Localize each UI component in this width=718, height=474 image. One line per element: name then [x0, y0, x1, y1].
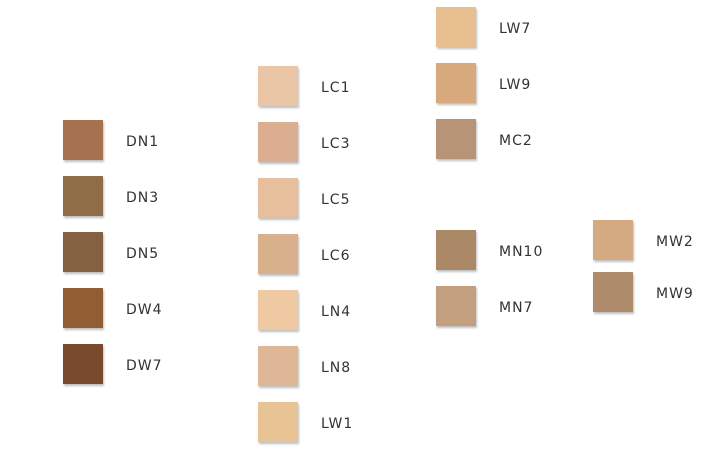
swatch: [258, 66, 298, 106]
swatch: [436, 230, 476, 270]
swatch: [63, 176, 103, 216]
swatch: [63, 344, 103, 384]
swatch: [436, 119, 476, 159]
swatch-label: DN5: [126, 246, 160, 262]
swatch-label: LN4: [321, 304, 352, 320]
swatch-label: MW2: [656, 234, 694, 250]
swatch-label: LC5: [321, 192, 351, 208]
swatch: [258, 178, 298, 218]
swatch-label: LW1: [321, 416, 354, 432]
swatch: [436, 7, 476, 47]
swatch: [258, 290, 298, 330]
swatch-label: DW4: [126, 302, 163, 318]
swatch: [258, 122, 298, 162]
swatch: [593, 272, 633, 312]
swatch: [63, 288, 103, 328]
swatch: [63, 120, 103, 160]
swatch-label: MW9: [656, 286, 694, 302]
swatch-label: DN1: [126, 134, 160, 150]
swatch: [63, 232, 103, 272]
swatch: [436, 286, 476, 326]
swatch-label: LC6: [321, 248, 351, 264]
swatch-label: LW7: [499, 21, 532, 37]
swatch: [593, 220, 633, 260]
swatch-label: MC2: [499, 133, 533, 149]
swatch-label: LC3: [321, 136, 351, 152]
swatch-label: LW9: [499, 77, 532, 93]
swatch: [258, 234, 298, 274]
swatch: [258, 346, 298, 386]
swatch-label: LC1: [321, 80, 351, 96]
swatch-label: MN7: [499, 300, 534, 316]
swatch-label: DN3: [126, 190, 160, 206]
swatch: [436, 63, 476, 103]
swatch-label: MN10: [499, 244, 544, 260]
swatch-label: DW7: [126, 358, 163, 374]
swatch: [258, 402, 298, 442]
swatch-label: LN8: [321, 360, 352, 376]
